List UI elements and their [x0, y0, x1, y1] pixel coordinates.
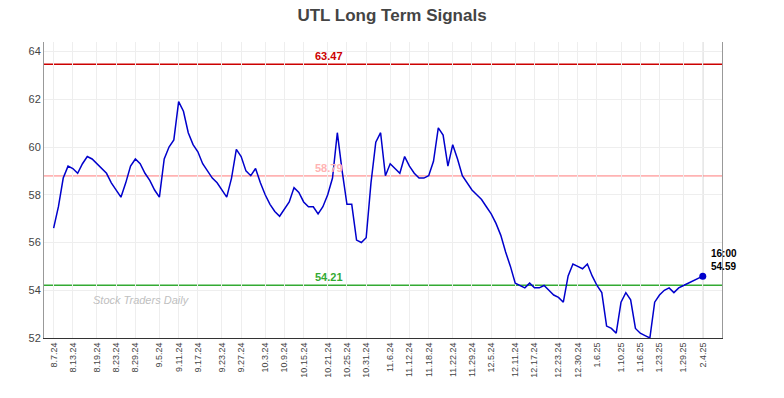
svg-text:9.27.24: 9.27.24	[236, 343, 246, 373]
svg-text:1.6.25: 1.6.25	[592, 343, 602, 368]
svg-text:12.23.24: 12.23.24	[553, 343, 563, 378]
svg-text:UTL Long Term Signals: UTL Long Term Signals	[297, 6, 486, 25]
svg-text:10.3.24: 10.3.24	[260, 343, 270, 373]
svg-text:2.4.25: 2.4.25	[698, 343, 708, 368]
svg-text:1.16.25: 1.16.25	[635, 343, 645, 373]
svg-text:52: 52	[29, 332, 41, 344]
svg-text:8.13.24: 8.13.24	[68, 343, 78, 373]
svg-text:8.23.24: 8.23.24	[111, 343, 121, 373]
svg-text:54: 54	[29, 284, 41, 296]
svg-text:9.23.24: 9.23.24	[217, 343, 227, 373]
svg-text:62: 62	[29, 93, 41, 105]
svg-text:1.29.25: 1.29.25	[678, 343, 688, 373]
svg-text:60: 60	[29, 141, 41, 153]
svg-text:10.9.24: 10.9.24	[279, 343, 289, 373]
svg-text:11.6.24: 11.6.24	[385, 343, 395, 372]
svg-text:12.30.24: 12.30.24	[573, 343, 583, 378]
svg-text:10.21.24: 10.21.24	[323, 343, 333, 378]
svg-text:11.18.24: 11.18.24	[424, 343, 434, 377]
svg-text:54.21: 54.21	[315, 271, 343, 283]
svg-text:11.29.24: 11.29.24	[467, 343, 477, 377]
svg-text:58: 58	[29, 189, 41, 201]
svg-text:11.22.24: 11.22.24	[448, 343, 458, 377]
svg-text:56: 56	[29, 236, 41, 248]
svg-text:12.5.24: 12.5.24	[486, 343, 496, 373]
svg-text:8.7.24: 8.7.24	[49, 343, 59, 368]
svg-text:9.5.24: 9.5.24	[154, 343, 164, 368]
svg-text:11.12.24: 11.12.24	[404, 343, 414, 377]
svg-text:58.79: 58.79	[315, 162, 343, 174]
svg-text:10.15.24: 10.15.24	[299, 343, 309, 378]
svg-text:16:0054.59: 16:0054.59	[711, 248, 737, 272]
svg-text:1.10.25: 1.10.25	[616, 343, 626, 373]
svg-text:8.19.24: 8.19.24	[92, 343, 102, 373]
svg-text:8.29.24: 8.29.24	[130, 343, 140, 373]
svg-text:10.31.24: 10.31.24	[361, 343, 371, 378]
svg-text:1.23.25: 1.23.25	[654, 343, 664, 373]
svg-text:10.25.24: 10.25.24	[342, 343, 352, 378]
svg-text:9.11.24: 9.11.24	[174, 343, 184, 372]
svg-text:64: 64	[29, 45, 41, 57]
svg-text:12.17.24: 12.17.24	[529, 343, 539, 378]
svg-text:63.47: 63.47	[315, 50, 343, 62]
svg-text:9.17.24: 9.17.24	[193, 343, 203, 373]
svg-text:12.11.24: 12.11.24	[510, 343, 520, 377]
svg-text:Stock Traders Daily: Stock Traders Daily	[93, 294, 190, 306]
